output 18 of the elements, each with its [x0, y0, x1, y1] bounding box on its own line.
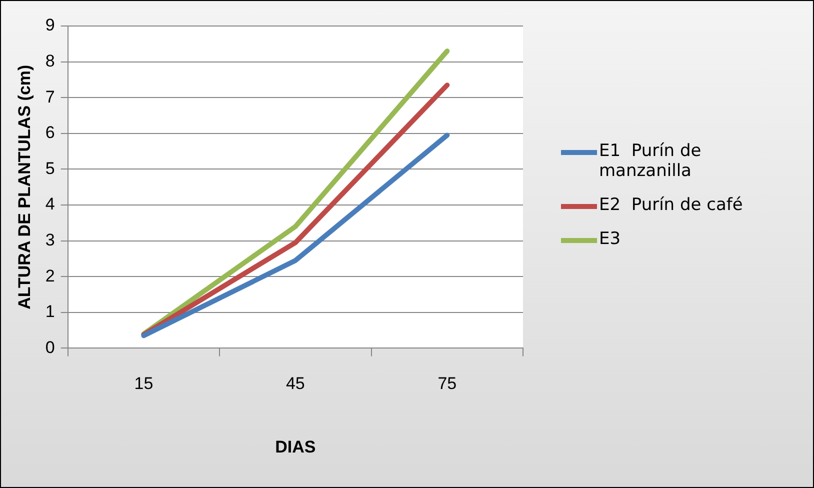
y-tick-label: 0 — [45, 338, 55, 357]
y-tick-label: 7 — [45, 87, 55, 106]
y-tick-label: 2 — [45, 266, 55, 286]
legend-label: E1 Purín de manzanilla — [599, 141, 702, 181]
y-tick-label: 5 — [45, 158, 55, 178]
y-tick-label: 9 — [45, 16, 55, 35]
x-axis-title: DIAS — [275, 437, 316, 456]
legend-label: E2 Purín de café — [599, 195, 743, 215]
x-tick-label: 45 — [286, 374, 305, 394]
y-tick-label: 6 — [45, 123, 55, 142]
x-tick-label: 75 — [438, 374, 457, 394]
y-axis-title: ALTURA DE PLANTULAS (cm) — [14, 64, 34, 310]
y-tick-label: 8 — [45, 51, 55, 70]
y-tick-label: 4 — [45, 194, 55, 214]
legend-label: E3 — [599, 229, 621, 249]
y-tick-label: 3 — [45, 230, 55, 250]
y-tick-label: 1 — [45, 302, 55, 322]
x-tick-label: 15 — [134, 374, 154, 394]
